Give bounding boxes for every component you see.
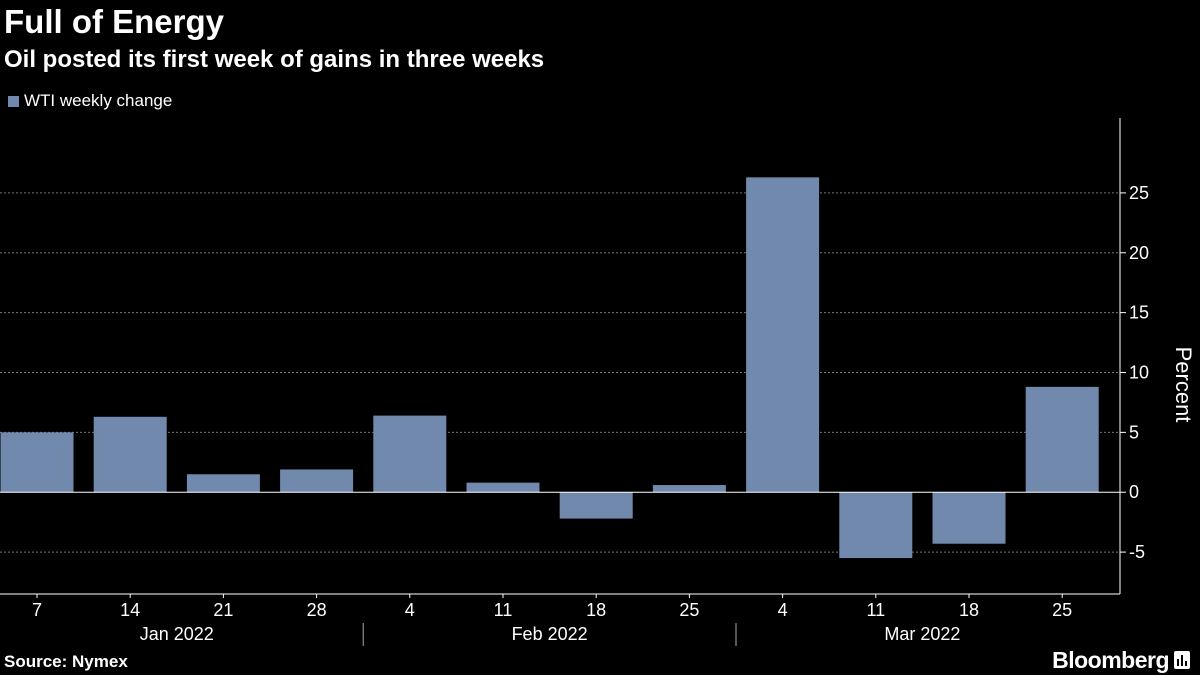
chart-subtitle: Oil posted its first week of gains in th… [4, 46, 545, 73]
bar [746, 177, 820, 493]
y-tick-label: 25 [1129, 183, 1149, 203]
source-note: Source: Nymex [4, 652, 128, 671]
bar [559, 492, 633, 519]
y-tick-label: 15 [1129, 303, 1149, 323]
y-tick-label: 0 [1129, 482, 1139, 502]
bar [932, 492, 1006, 544]
x-tick-label: 7 [32, 600, 42, 620]
brand-name: Bloomberg [1052, 646, 1169, 673]
y-tick-label: 10 [1129, 362, 1149, 382]
x-tick-label: 18 [586, 600, 606, 620]
brand-mark: Bloomberg [1052, 646, 1190, 674]
bar [652, 485, 726, 493]
x-tick-label: 28 [307, 600, 327, 620]
bar [839, 492, 913, 559]
y-tick-label: 5 [1129, 422, 1139, 442]
x-tick-label: 21 [213, 600, 233, 620]
x-tick-label: 4 [405, 600, 415, 620]
chart-title: Full of Energy [4, 3, 225, 40]
legend-label: WTI weekly change [24, 91, 173, 110]
x-tick-label: 11 [494, 600, 513, 620]
y-tick-label: -5 [1129, 542, 1145, 562]
bar [466, 482, 540, 493]
bar [186, 474, 260, 493]
bar [1025, 386, 1099, 493]
x-group-label: Mar 2022 [884, 624, 960, 644]
legend-swatch [8, 95, 19, 107]
bar [0, 432, 74, 493]
x-tick-label: 25 [1052, 600, 1072, 620]
x-tick-label: 11 [866, 600, 885, 620]
x-group-label: Feb 2022 [512, 624, 588, 644]
x-group-label: Jan 2022 [140, 624, 214, 644]
x-tick-label: 14 [120, 600, 140, 620]
bar [280, 469, 354, 493]
bar [373, 415, 447, 493]
x-tick-label: 25 [679, 600, 699, 620]
x-tick-label: 18 [959, 600, 979, 620]
legend: WTI weekly change [8, 90, 172, 112]
bar-chart-logo-icon [1174, 651, 1190, 669]
y-axis-label: Percent [1171, 347, 1196, 423]
y-tick-label: 20 [1129, 243, 1149, 263]
bar [93, 416, 167, 493]
x-tick-label: 4 [778, 600, 788, 620]
